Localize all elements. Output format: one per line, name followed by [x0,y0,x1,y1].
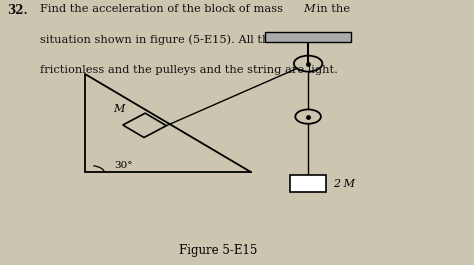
Text: frictionless and the pulleys and the string are light.: frictionless and the pulleys and the str… [40,65,338,75]
Text: 30°: 30° [114,161,132,170]
Text: 2 M: 2 M [333,179,355,188]
Text: in the: in the [313,4,350,14]
FancyBboxPatch shape [290,175,326,192]
Text: Figure 5-E15: Figure 5-E15 [179,244,257,257]
Text: Find the acceleration of the block of mass: Find the acceleration of the block of ma… [40,4,287,14]
Text: situation shown in figure (5-E15). All the surfaces are: situation shown in figure (5-E15). All t… [40,34,352,45]
Text: M: M [113,104,124,114]
FancyBboxPatch shape [265,32,351,42]
Text: 32.: 32. [7,4,28,17]
Text: M: M [303,4,315,14]
